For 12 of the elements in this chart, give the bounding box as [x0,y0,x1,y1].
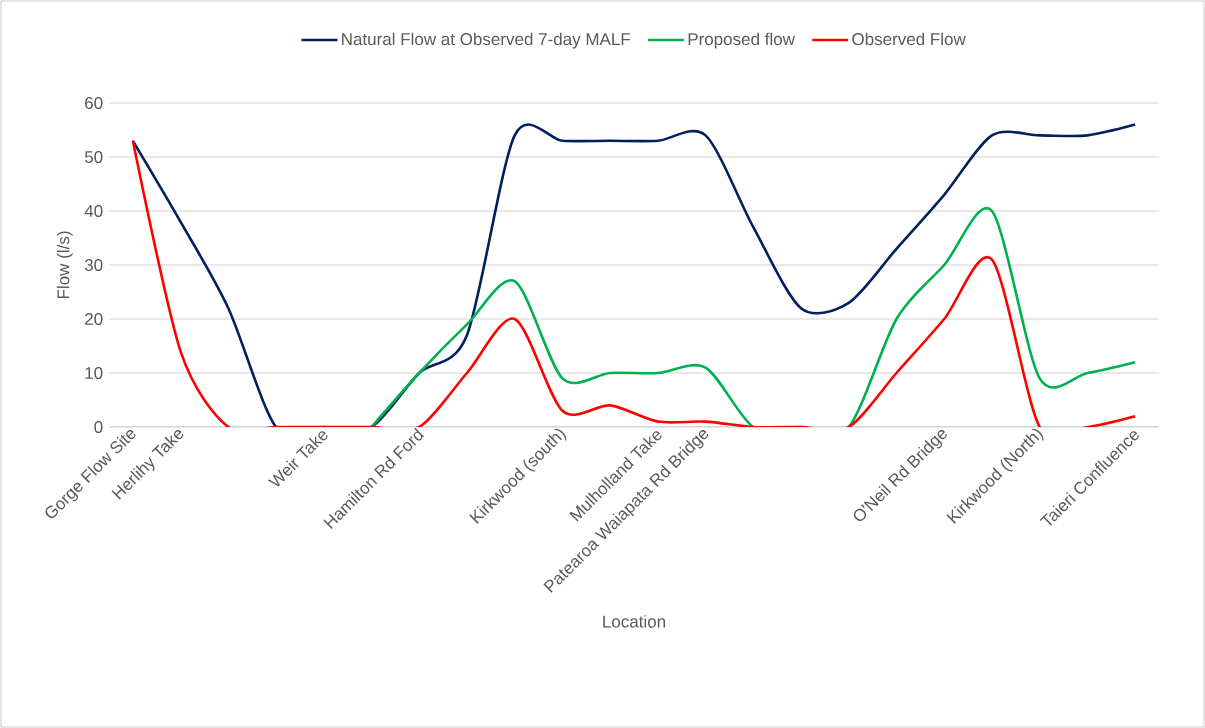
y-tick-label: 40 [84,204,103,218]
y-tick-label: 50 [84,150,103,164]
x-axis-title: Location [603,615,666,628]
legend-label: Natural Flow at Observed 7-day MALF [342,32,631,49]
legend-label: Observed Flow [852,32,966,46]
y-axis-title: Flow (l/s) [56,231,73,299]
legend-label: Proposed flow [688,32,795,49]
y-tick-label: 60 [85,96,103,110]
y-tick-label: 20 [85,312,103,326]
y-tick-label: 30 [84,258,103,272]
y-tick-label: 10 [85,366,103,380]
y-tick-label: 0 [94,420,103,434]
